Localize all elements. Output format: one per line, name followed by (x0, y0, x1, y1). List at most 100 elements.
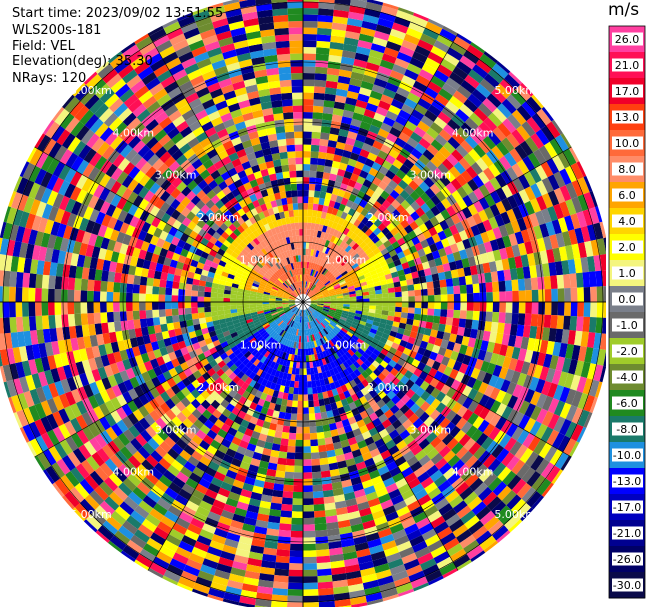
velocity-cell (113, 282, 120, 292)
velocity-cell (35, 274, 43, 288)
velocity-cell (167, 323, 175, 331)
velocity-cell (525, 290, 532, 302)
velocity-cell (311, 138, 320, 145)
velocity-cell (303, 589, 318, 596)
velocity-cell (217, 306, 224, 311)
velocity-cell (191, 308, 198, 314)
velocity-cell (318, 445, 327, 453)
velocity-cell (350, 299, 357, 302)
velocity-cell (230, 306, 237, 310)
velocity-cell (557, 315, 565, 329)
velocity-cell (55, 315, 63, 328)
velocity-cell (407, 313, 414, 320)
velocity-cell (166, 280, 173, 288)
velocity-cell (309, 184, 316, 191)
velocity-cell (230, 302, 237, 306)
velocity-cell (303, 368, 307, 375)
velocity-cell (67, 290, 74, 302)
velocity-cell (303, 505, 314, 512)
velocity-cell (276, 464, 286, 472)
velocity-cell (382, 298, 389, 303)
velocity-cell (309, 413, 316, 420)
velocity-cell (511, 279, 518, 291)
velocity-cell (285, 413, 292, 420)
velocity-cell (389, 292, 396, 297)
velocity-cell (313, 99, 324, 106)
velocity-cell (460, 302, 467, 311)
velocity-cell (544, 315, 552, 328)
velocity-cell (198, 312, 205, 318)
velocity-cell (524, 278, 531, 290)
velocity-cell (440, 309, 447, 317)
velocity-cell (297, 414, 303, 421)
velocity-cell (317, 432, 325, 439)
velocity-cell (140, 276, 148, 285)
velocity-cell (317, 34, 331, 42)
velocity-cell (303, 492, 313, 499)
velocity-cell (87, 279, 94, 291)
velocity-cell (293, 388, 298, 395)
velocity-cell (173, 275, 181, 283)
velocity-cell (382, 302, 389, 307)
velocity-cell (324, 166, 332, 174)
velocity-cell (146, 286, 153, 295)
velocity-cell (537, 314, 545, 327)
velocity-cell (544, 276, 552, 289)
velocity-cell (113, 302, 120, 312)
velocity-cell (440, 287, 447, 295)
velocity-cell (289, 426, 296, 433)
velocity-cell (303, 576, 318, 583)
velocity-cell (308, 203, 314, 210)
velocity-cell (460, 310, 467, 319)
velocity-cell (274, 431, 282, 439)
velocity-cell (317, 21, 332, 29)
velocity-cell (311, 459, 320, 466)
velocity-cell (29, 288, 36, 302)
velocity-cell (0, 286, 3, 302)
velocity-cell (292, 401, 298, 408)
velocity-cell (300, 355, 303, 362)
velocity-cell (68, 277, 76, 290)
velocity-cell (453, 286, 460, 295)
velocity-cell (491, 271, 499, 282)
velocity-cell (318, 8, 334, 16)
velocity-cell (316, 47, 330, 55)
velocity-cell (303, 106, 313, 113)
velocity-cell (172, 281, 179, 289)
velocity-cell (108, 271, 116, 282)
velocity-cell (274, 569, 289, 577)
velocity-cell (166, 316, 173, 324)
velocity-cell (460, 285, 467, 294)
velocity-cell (402, 291, 409, 297)
velocity-cell (307, 368, 311, 375)
velocity-cell (564, 302, 571, 316)
velocity-cell (152, 286, 159, 294)
velocity-cell (285, 472, 295, 479)
velocity-cell (532, 302, 539, 314)
velocity-cell (291, 531, 303, 538)
velocity-cell (459, 276, 467, 285)
velocity-cell (511, 313, 518, 325)
velocity-cell (101, 270, 109, 281)
velocity-cell (291, 413, 298, 420)
velocity-cell (178, 308, 185, 315)
velocity-cell (312, 132, 321, 139)
velocity-cell (303, 86, 314, 93)
velocity-cell (303, 485, 313, 492)
velocity-cell (318, 588, 334, 596)
velocity-cell (107, 312, 114, 323)
velocity-cell (113, 292, 120, 302)
velocity-cell (303, 66, 315, 73)
velocity-cell (545, 289, 552, 302)
velocity-cell (61, 289, 68, 302)
velocity-cell (438, 272, 446, 280)
velocity-cell (185, 296, 192, 302)
velocity-cell (114, 321, 122, 332)
velocity-cell (590, 287, 597, 302)
velocity-cell (276, 556, 290, 564)
velocity-cell (167, 273, 175, 281)
velocity-cell (492, 282, 499, 293)
velocity-cell (9, 317, 17, 333)
velocity-cell (303, 407, 309, 414)
velocity-cell (159, 309, 166, 317)
